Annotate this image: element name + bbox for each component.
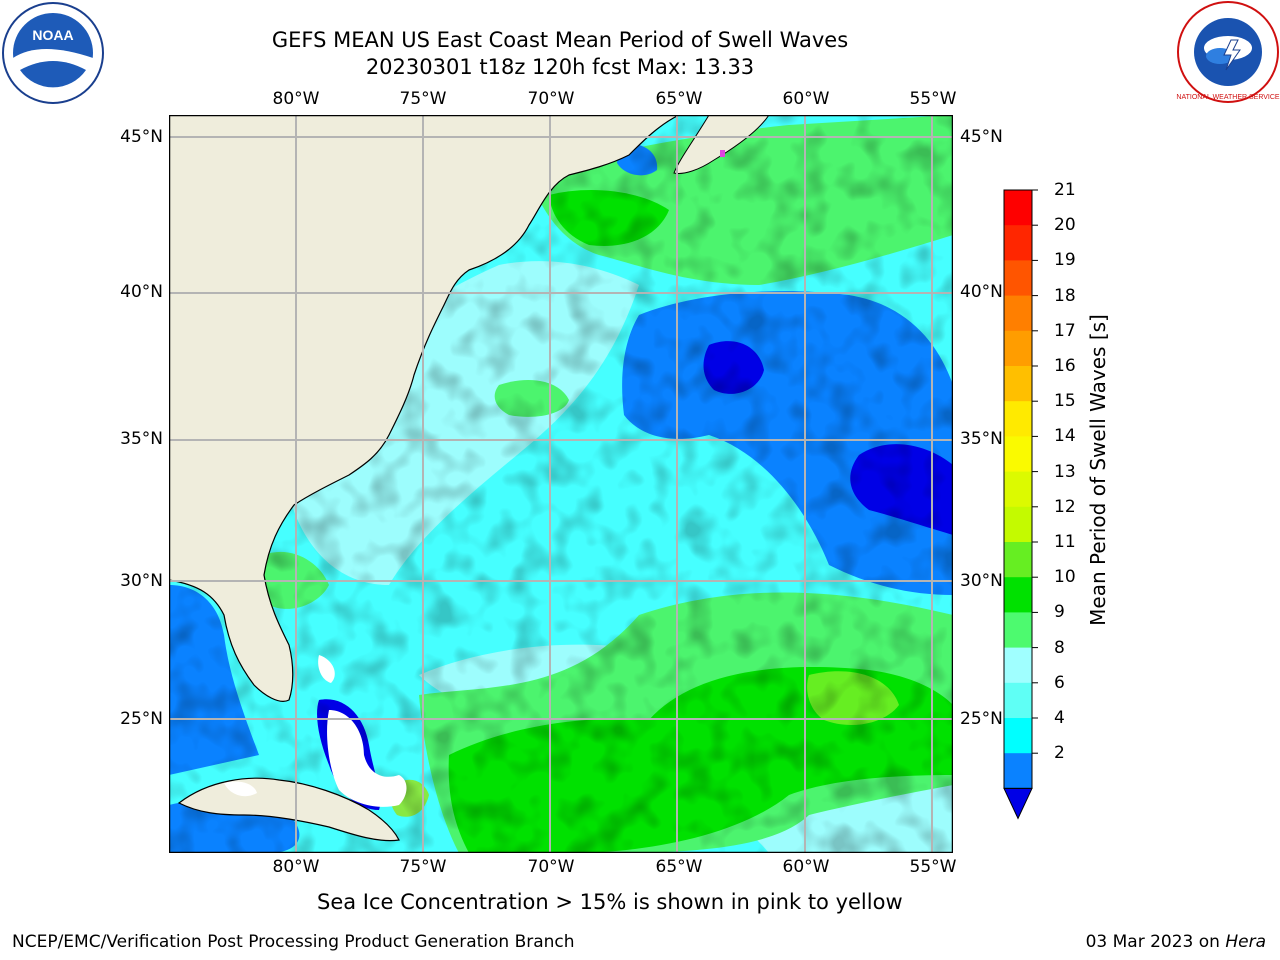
colorbar-tick-label: 4	[1054, 708, 1065, 728]
colorbar-tick-label: 14	[1054, 426, 1076, 447]
lat-label-right-40n: 40°N	[960, 282, 1003, 302]
plot-title: GEFS MEAN US East Coast Mean Period of S…	[271, 28, 849, 52]
land-nova-scotia	[673, 115, 770, 174]
colorbar-tick-label: 16	[1054, 356, 1076, 376]
footer-credit: NCEP/EMC/Verification Post Processing Pr…	[12, 932, 575, 952]
lat-label-left-25n: 25°N	[120, 709, 163, 729]
land-cuba	[177, 777, 400, 842]
colorbar-tick-label: 10	[1054, 567, 1076, 588]
lat-label-left-40n: 40°N	[120, 282, 163, 302]
colorbar-segment	[1004, 225, 1032, 261]
colorbar-tick-label: 15	[1054, 391, 1076, 412]
colorbar-tick-label: 2	[1054, 743, 1065, 764]
lon-label-bottom-65w: 65°W	[655, 857, 703, 877]
colorbar-segment	[1004, 647, 1032, 684]
colorbar-segment	[1004, 330, 1032, 367]
colorbar-segment	[1004, 718, 1032, 754]
lon-label-bottom-75w: 75°W	[399, 857, 447, 877]
lat-label-right-30n: 30°N	[960, 571, 1003, 591]
nws-logo-text: NATIONAL WEATHER SERVICE	[1176, 94, 1280, 101]
footer-date: 03 Mar 2023 on Hera	[1086, 932, 1266, 952]
colorbar-segment	[1004, 506, 1032, 543]
lon-label-top-65w: 65°W	[655, 89, 703, 109]
lon-label-top-55w: 55°W	[909, 89, 957, 109]
footer-host: Hera	[1225, 932, 1266, 952]
colorbar-tick-label: 8	[1054, 637, 1065, 658]
colorbar-segment	[1004, 436, 1032, 473]
colorbar-tick-label: 9	[1054, 602, 1065, 623]
colorbar-tick-label: 20	[1054, 215, 1076, 236]
colorbar-segment	[1004, 542, 1032, 578]
colorbar-segment	[1004, 471, 1032, 508]
colorbar-tick-label: 19	[1054, 250, 1076, 271]
colorbar-segment	[1004, 295, 1032, 332]
lon-label-bottom-55w: 55°W	[909, 857, 957, 877]
noaa-logo: NOAA	[2, 2, 104, 104]
lat-label-left-30n: 30°N	[120, 571, 163, 591]
lon-label-bottom-70w: 70°W	[527, 857, 575, 877]
colorbar-segment	[1004, 753, 1032, 789]
lon-label-bottom-80w: 80°W	[272, 857, 320, 877]
colorbar-segment	[1004, 401, 1032, 437]
cuba-inland-nodata	[224, 781, 257, 797]
lat-label-right-45n: 45°N	[960, 127, 1003, 147]
footer-date-text: 03 Mar 2023 on	[1085, 932, 1226, 952]
lat-label-left-35n: 35°N	[120, 429, 163, 449]
colorbar-outline	[1003, 189, 1033, 789]
swell-period-map	[169, 115, 953, 853]
colorbar-segment	[1004, 366, 1032, 402]
colorbar-tick-label: 13	[1054, 461, 1076, 482]
nws-logo: NATIONAL WEATHER SERVICE	[1176, 1, 1280, 103]
lon-label-top-75w: 75°W	[399, 89, 447, 109]
colorbar-tick-label: 11	[1054, 532, 1076, 552]
colorbar-tick-label: 18	[1054, 285, 1076, 306]
colorbar	[1003, 189, 1038, 820]
colorbar-tick-label: 12	[1054, 496, 1076, 517]
lat-label-left-45n: 45°N	[120, 127, 163, 147]
colorbar-segment	[1004, 190, 1032, 226]
plot-subtitle: 20230301 t18z 120h fcst Max: 13.33	[365, 55, 755, 79]
lon-label-bottom-60w: 60°W	[782, 857, 830, 877]
colorbar-underflow-triangle	[1003, 787, 1033, 820]
graticule	[169, 115, 953, 853]
colorbar-segment	[1004, 260, 1032, 297]
bahamas-nodata-2	[318, 655, 335, 683]
sea-ice-note: Sea Ice Concentration > 15% is shown in …	[317, 890, 903, 914]
lat-label-right-35n: 35°N	[960, 429, 1003, 449]
colorbar-segment	[1004, 612, 1032, 649]
colorbar-tick-label: 6	[1054, 672, 1065, 693]
colorbar-segment	[1004, 682, 1032, 719]
colorbar-segment	[1004, 577, 1032, 613]
lat-label-right-25n: 25°N	[960, 709, 1003, 729]
colorbar-tick-label: 21	[1054, 180, 1076, 200]
lon-label-top-70w: 70°W	[527, 89, 575, 109]
bahamas-nodata	[327, 710, 407, 807]
colorbar-tick-label: 17	[1054, 320, 1076, 341]
lon-label-top-60w: 60°W	[782, 89, 830, 109]
lon-label-top-80w: 80°W	[272, 89, 320, 109]
colorbar-title: Mean Period of Swell Waves [s]	[1086, 314, 1110, 626]
sea-ice-mark	[720, 150, 725, 157]
noaa-logo-text: NOAA	[32, 27, 73, 43]
